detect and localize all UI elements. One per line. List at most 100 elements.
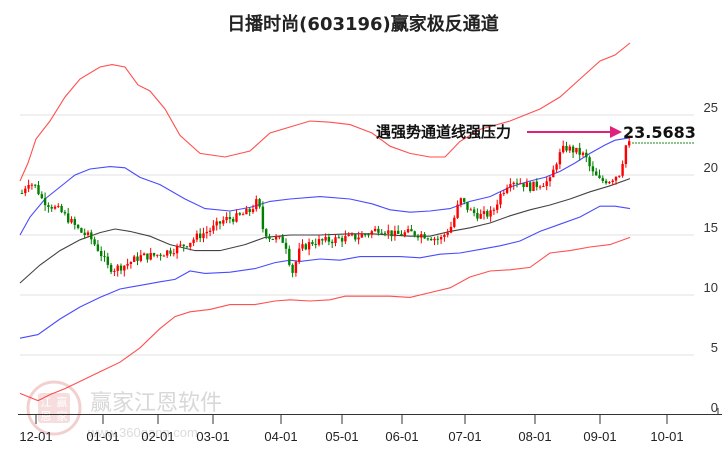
candle-body bbox=[525, 182, 529, 187]
candle-body bbox=[578, 147, 581, 155]
candle-body bbox=[37, 185, 40, 195]
candle-body bbox=[433, 238, 436, 241]
candle-body bbox=[278, 236, 281, 238]
candle-body bbox=[268, 236, 271, 239]
candle-body bbox=[63, 212, 67, 214]
candle-body bbox=[50, 207, 53, 209]
candle-body bbox=[535, 181, 538, 187]
candle-body bbox=[538, 186, 542, 188]
watermark-name: 赢家江恩软件 bbox=[90, 391, 222, 416]
candle-body bbox=[225, 217, 228, 221]
candle-body bbox=[241, 214, 245, 216]
x-tick-label: 08-01 bbox=[518, 429, 551, 444]
candle-body bbox=[496, 204, 499, 210]
candle-body bbox=[449, 226, 453, 233]
candle-body bbox=[364, 234, 367, 236]
candle-body bbox=[212, 225, 215, 231]
candle-body bbox=[162, 255, 166, 257]
candle-body bbox=[542, 186, 545, 187]
watermark-seal-icon bbox=[26, 380, 82, 436]
candle-body bbox=[136, 256, 139, 261]
candle-body bbox=[265, 229, 268, 237]
candle-body bbox=[512, 182, 515, 185]
x-tick-label: 03-01 bbox=[196, 429, 229, 444]
candle-body bbox=[370, 231, 373, 235]
candle-body bbox=[119, 265, 123, 271]
candle-body bbox=[116, 265, 119, 271]
candle-body bbox=[232, 219, 235, 222]
candle-body bbox=[459, 198, 463, 205]
x-tick-label: 09-01 bbox=[583, 429, 616, 444]
candle-body bbox=[482, 211, 486, 214]
candle-body bbox=[618, 175, 621, 177]
candle-body bbox=[185, 246, 189, 248]
candle-body bbox=[611, 180, 614, 182]
candle-body bbox=[274, 236, 278, 240]
candle-body bbox=[575, 147, 578, 153]
candle-body bbox=[334, 237, 337, 243]
candle-body bbox=[499, 193, 502, 205]
x-tick-label: 10-01 bbox=[650, 429, 683, 444]
candle-body bbox=[608, 182, 611, 184]
candle-body bbox=[614, 176, 618, 181]
candle-body bbox=[80, 228, 83, 233]
candle-body bbox=[100, 251, 103, 257]
candle-body bbox=[568, 146, 571, 151]
candle-body bbox=[218, 221, 222, 224]
candle-body bbox=[258, 199, 261, 207]
channel-line-1 bbox=[19, 137, 631, 236]
candle-body bbox=[453, 217, 456, 227]
candle-body bbox=[410, 229, 413, 232]
y-axis: 0 5 10 15 20 25 bbox=[704, 100, 718, 415]
candle-body bbox=[423, 234, 426, 239]
x-tick-label: 02-01 bbox=[141, 429, 174, 444]
candle-body bbox=[298, 248, 301, 262]
candle-body bbox=[486, 211, 489, 217]
candle-body bbox=[208, 230, 212, 232]
candle-body bbox=[581, 152, 585, 155]
candle-body bbox=[588, 157, 591, 167]
candle-body bbox=[558, 152, 562, 165]
candle-body bbox=[261, 206, 265, 230]
candle-body bbox=[324, 237, 327, 241]
candle-body bbox=[30, 184, 34, 186]
candle-body bbox=[624, 145, 628, 165]
candle-body bbox=[463, 198, 466, 202]
candle-body bbox=[509, 184, 512, 188]
candle-body bbox=[601, 178, 604, 181]
candle-body bbox=[585, 152, 588, 158]
candle-body bbox=[57, 205, 60, 207]
candle-body bbox=[406, 229, 410, 233]
candle-body bbox=[235, 213, 238, 222]
y-tick-label: 0 bbox=[711, 400, 718, 415]
resistance-value: 23.5683 bbox=[623, 123, 696, 142]
candle-body bbox=[420, 234, 423, 238]
candle-body bbox=[529, 182, 532, 191]
candle-body bbox=[479, 214, 482, 219]
candle-body bbox=[103, 256, 106, 258]
y-tick-label: 10 bbox=[704, 280, 718, 295]
candle-body bbox=[90, 232, 93, 240]
candle-body bbox=[86, 232, 90, 235]
candle-body bbox=[40, 194, 43, 199]
arrow-right-icon bbox=[610, 126, 622, 138]
candle-body bbox=[182, 244, 185, 247]
resistance-annotation: 遇强势通道线强压力 23.5683 bbox=[376, 123, 696, 144]
candle-body bbox=[24, 188, 27, 194]
candle-body bbox=[96, 244, 100, 251]
candle-body bbox=[281, 236, 284, 243]
candle-body bbox=[139, 255, 142, 261]
candle-body bbox=[350, 234, 354, 236]
candle-body bbox=[60, 205, 63, 213]
candle-body bbox=[492, 209, 496, 211]
candle-body bbox=[347, 234, 350, 236]
candle-body bbox=[505, 187, 509, 193]
candle-body bbox=[397, 230, 400, 234]
candle-body bbox=[169, 250, 172, 254]
candle-body bbox=[27, 185, 30, 189]
candle-body bbox=[367, 234, 370, 236]
candle-body bbox=[245, 208, 248, 215]
candle-body bbox=[380, 232, 383, 234]
candle-body bbox=[393, 230, 397, 237]
candle-body bbox=[548, 177, 552, 182]
